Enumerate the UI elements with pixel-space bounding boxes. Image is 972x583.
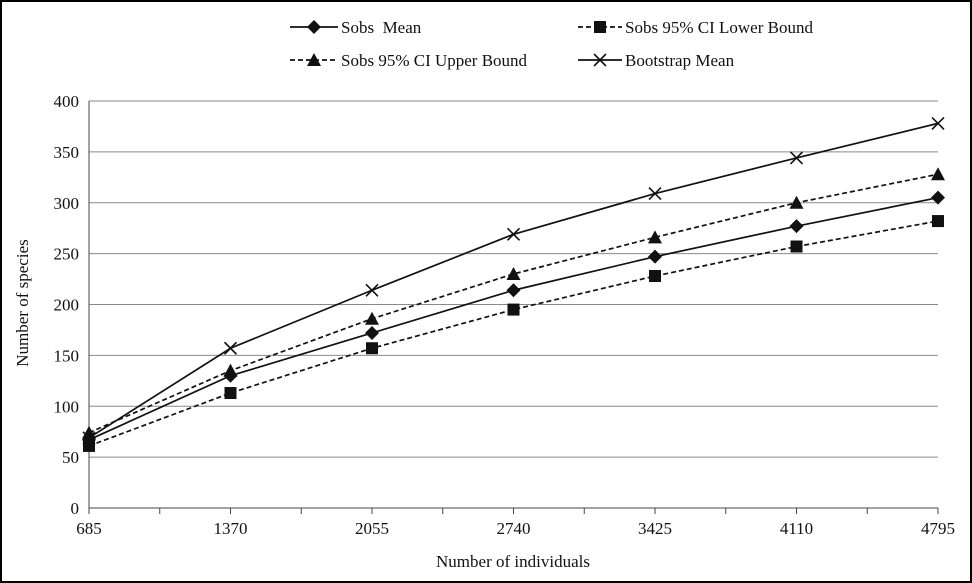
x-marker-stroke <box>82 431 96 445</box>
data-point <box>365 325 379 340</box>
legend-label: Sobs 95% CI Lower Bound <box>625 18 813 37</box>
series-group <box>82 116 945 452</box>
series-0 <box>82 190 945 447</box>
data-point <box>648 249 662 264</box>
x-marker-stroke <box>223 341 238 355</box>
data-point <box>223 363 238 377</box>
y-tick-label: 0 <box>71 499 80 518</box>
legend-marker <box>307 53 321 66</box>
data-point <box>932 215 944 228</box>
x-tick-label: 3425 <box>638 519 672 538</box>
data-point <box>506 266 521 280</box>
y-tick-label: 400 <box>54 92 80 111</box>
data-point <box>789 195 804 209</box>
x-marker-stroke <box>365 283 379 297</box>
x-marker-stroke <box>648 187 662 201</box>
data-point <box>790 240 803 253</box>
legend-entry: Bootstrap Mean <box>578 51 735 70</box>
legend-marker <box>593 53 607 67</box>
series-3 <box>82 116 945 445</box>
data-point <box>789 219 804 234</box>
data-point <box>648 230 662 244</box>
series-line <box>88 173 939 434</box>
legend-entry: Sobs 95% CI Upper Bound <box>290 51 528 70</box>
data-point <box>789 151 804 165</box>
y-tick-label: 250 <box>54 245 80 264</box>
series-line <box>88 122 939 439</box>
series-1 <box>83 215 944 452</box>
x-marker-stroke <box>593 53 607 67</box>
x-tick-label: 2055 <box>355 519 389 538</box>
data-point <box>224 387 237 400</box>
y-tick-label: 50 <box>62 448 79 467</box>
y-axis-title: Number of species <box>13 239 32 366</box>
x-tick-label: 4795 <box>921 519 955 538</box>
data-point <box>223 341 238 355</box>
legend-label: Sobs 95% CI Upper Bound <box>341 51 528 70</box>
legend-label: Sobs Mean <box>341 18 422 37</box>
data-point <box>648 187 662 201</box>
legend: Sobs Mean Sobs 95% CI Lower Bound Sobs 95%… <box>290 18 813 70</box>
data-point <box>649 270 661 283</box>
legend-marker <box>594 21 606 33</box>
x-tick-label: 4110 <box>780 519 813 538</box>
data-point <box>82 431 96 445</box>
data-point <box>931 190 945 205</box>
x-marker-stroke <box>789 151 804 165</box>
data-point <box>931 116 945 130</box>
data-point <box>365 283 379 297</box>
x-marker-stroke <box>931 116 945 130</box>
series-2 <box>82 167 945 439</box>
y-tick-label: 100 <box>54 397 80 416</box>
data-point <box>506 227 521 241</box>
x-tick-label: 1370 <box>214 519 248 538</box>
data-point <box>507 303 520 316</box>
legend-entry: Sobs 95% CI Lower Bound <box>578 18 813 37</box>
axes: 0 50 100 150 200 250 300 350 400 685 1370 2055 2740 3… <box>54 92 956 538</box>
legend-entry: Sobs Mean <box>290 18 422 37</box>
data-point <box>83 439 95 452</box>
legend-marker <box>307 20 321 34</box>
legend-label: Bootstrap Mean <box>625 51 735 70</box>
x-axis-title: Number of individuals <box>436 552 590 571</box>
y-tick-label: 200 <box>54 296 80 315</box>
data-point <box>506 283 521 298</box>
y-tick-label: 350 <box>54 143 80 162</box>
x-tick-label: 685 <box>76 519 102 538</box>
data-point <box>366 342 378 355</box>
series-line <box>88 220 939 447</box>
y-tick-label: 300 <box>54 194 80 213</box>
x-marker-stroke <box>506 227 521 241</box>
x-tick-label: 2740 <box>497 519 531 538</box>
y-tick-label: 150 <box>54 346 80 365</box>
data-point <box>931 167 945 181</box>
data-point <box>365 311 379 325</box>
